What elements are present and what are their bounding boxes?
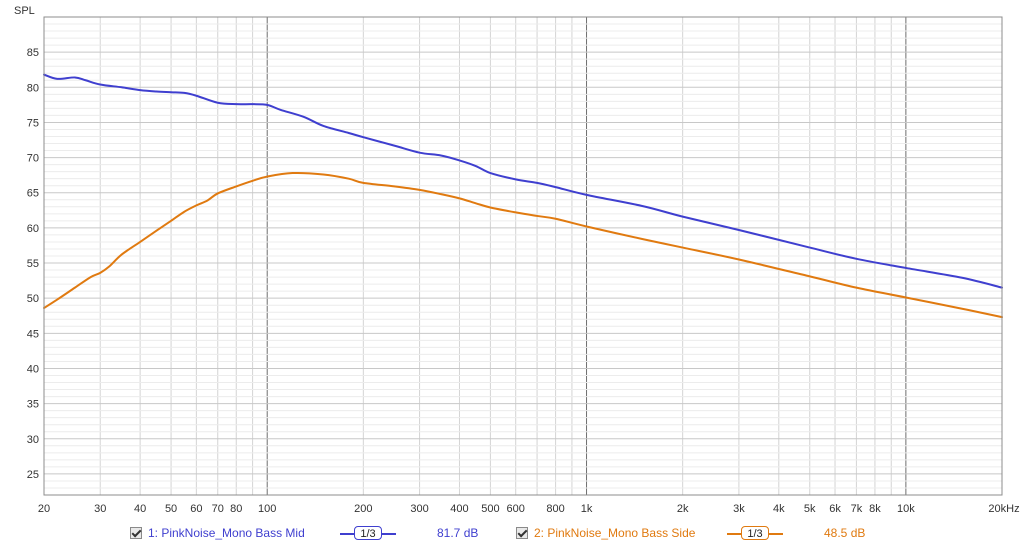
x-tick-label: 3k [733,503,745,515]
series-lines [43,73,1003,319]
y-tick-label: 45 [27,328,39,340]
frequency-response-chart[interactable]: 20 30 40 50 60 70 80 100 200 300 400 500 600 800 1k 2k 3… [0,0,1024,520]
x-tick-label: 80 [230,503,242,515]
legend-1-label: 1: PinkNoise_Mono Bass Mid [148,526,305,540]
x-tick-label: 20kHz [988,503,1019,515]
y-tick-label: 35 [27,399,39,411]
x-tick-label: 200 [354,503,372,515]
y-tick-label: 70 [27,153,39,165]
x-tick-label: 2k [677,503,689,515]
legend-1-value: 81.7 dB [437,526,479,540]
y-tick-label: 85 [27,47,39,59]
x-tick-label: 20 [38,503,50,515]
x-tick-label: 40 [134,503,146,515]
x-tick-label: 300 [410,503,428,515]
series-line-2 [43,171,1003,319]
x-tick-label: 70 [212,503,224,515]
y-tick-label: 65 [27,188,39,200]
y-tick-label: 80 [27,82,39,94]
legend-2-value: 48.5 dB [824,526,866,540]
grid [43,16,1003,496]
x-tick-label: 500 [481,503,499,515]
x-tick-label: 50 [165,503,177,515]
x-tick-label: 30 [94,503,106,515]
legend-2-smoothing-label: 1/3 [741,526,769,540]
x-tick-label: 400 [450,503,468,515]
legend-2-checkbox[interactable] [516,527,528,539]
legend-2-smoothing[interactable]: 1/3 [727,526,783,542]
y-tick-label: 30 [27,434,39,446]
legend-item-1[interactable]: 1: PinkNoise_Mono Bass Mid [130,522,305,544]
x-tick-label: 800 [546,503,564,515]
series-line-1 [43,73,1003,289]
y-tick-label: 75 [27,117,39,129]
legend-item-2[interactable]: 2: PinkNoise_Mono Bass Side [516,522,695,544]
y-tick-label: 60 [27,223,39,235]
x-tick-label: 100 [258,503,276,515]
x-tick-label: 60 [190,503,202,515]
y-tick-label: 55 [27,258,39,270]
legend-1-checkbox[interactable] [130,527,142,539]
y-axis-label: SPL [14,5,35,17]
y-tick-label: 50 [27,293,39,305]
x-tick-label: 8k [869,503,881,515]
legend-1-smoothing-label: 1/3 [354,526,382,540]
x-tick-label: 1k [581,503,593,515]
x-tick-label: 6k [829,503,841,515]
y-tick-label: 25 [27,469,39,481]
x-tick-label: 10k [897,503,915,515]
y-axis-ticks: 25 30 35 40 45 50 55 60 65 70 75 80 85 [27,47,39,481]
x-tick-label: 600 [507,503,525,515]
x-axis-ticks: 20 30 40 50 60 70 80 100 200 300 400 500 600 800 1k 2k 3… [38,503,1020,515]
x-tick-label: 5k [804,503,816,515]
legend-2-label: 2: PinkNoise_Mono Bass Side [534,526,696,540]
y-tick-label: 40 [27,363,39,375]
x-tick-label: 4k [773,503,785,515]
plot-frame [43,16,1003,496]
legend-1-smoothing[interactable]: 1/3 [340,526,396,542]
x-tick-label: 7k [851,503,863,515]
